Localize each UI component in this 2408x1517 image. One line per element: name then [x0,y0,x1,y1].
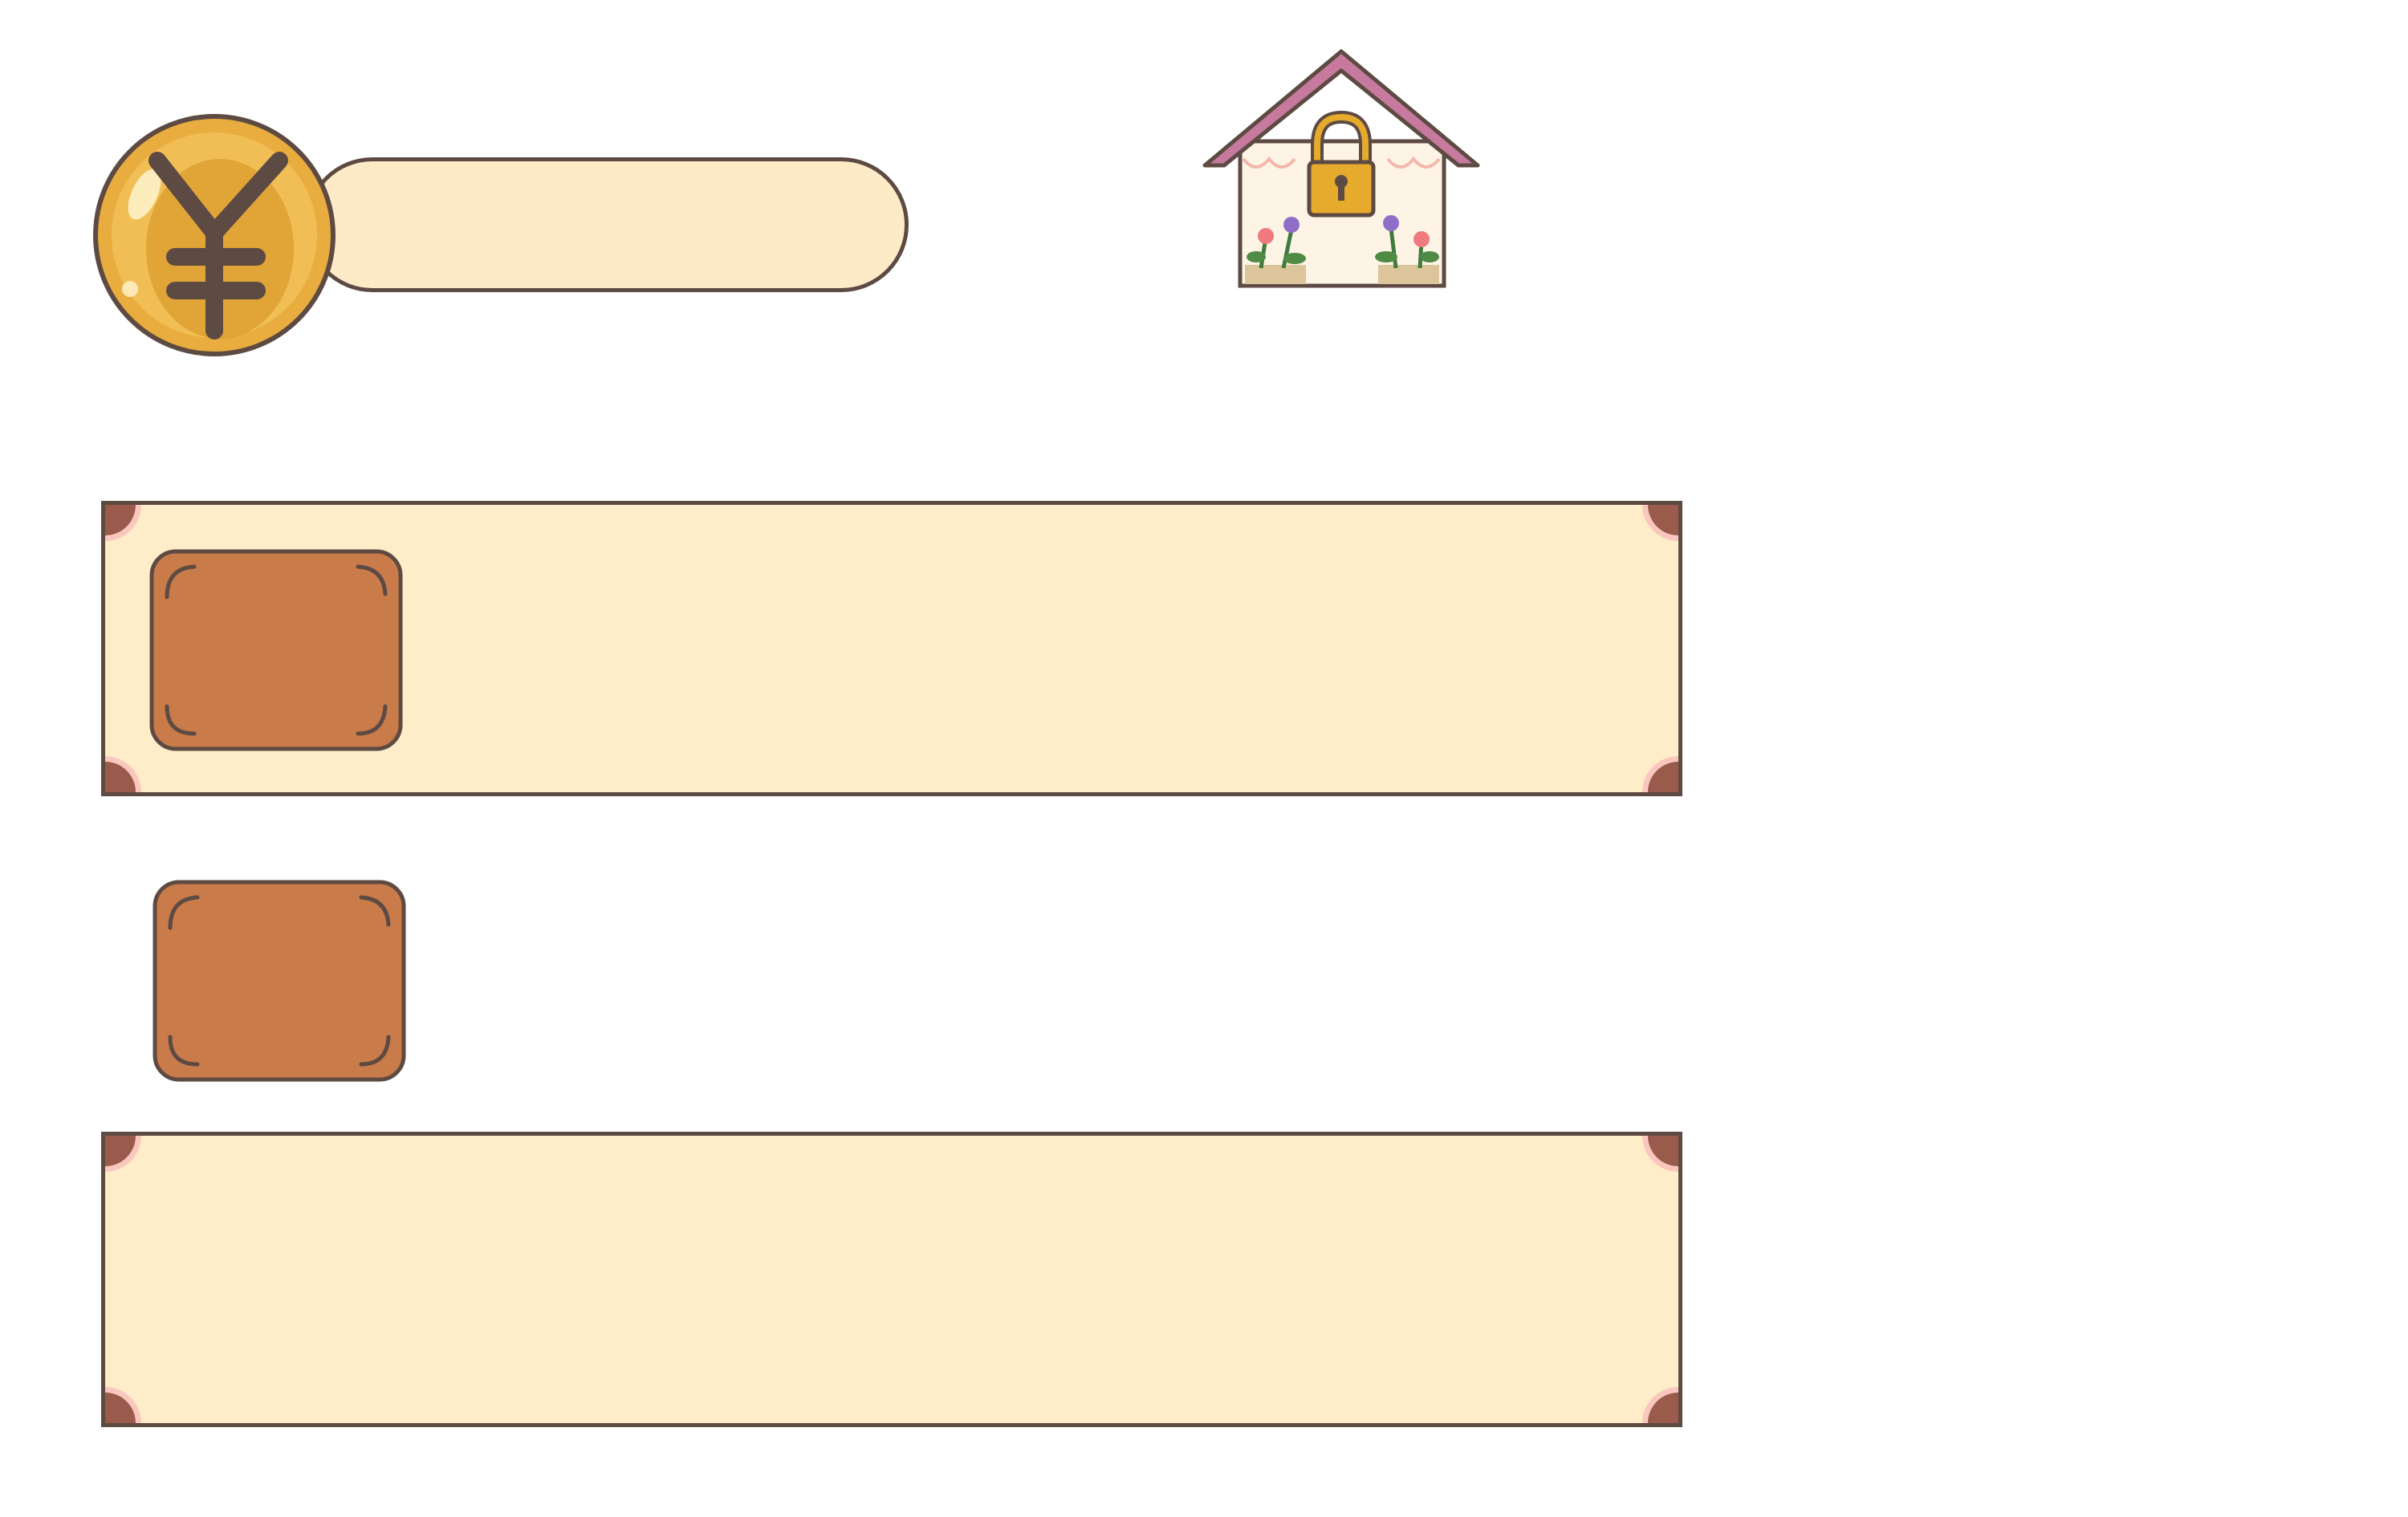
item-slot-icon[interactable] [153,880,406,1082]
panel-corner-ornament [105,1393,136,1423]
panel-corner-ornament [1648,1136,1678,1166]
locked-house-icon[interactable] [1200,47,1483,295]
panel-corner-ornament [105,505,136,535]
item-panel-2[interactable] [101,1132,1682,1427]
panel-corner-ornament [105,1136,136,1166]
panel-corner-ornament [1648,505,1678,535]
panel-corner-ornament [1648,762,1678,792]
item-slot-icon[interactable] [149,549,403,751]
currency-display [305,157,909,292]
panel-corner-ornament [105,762,136,792]
yen-coin-icon [93,114,336,356]
panel-corner-ornament [1648,1393,1678,1423]
